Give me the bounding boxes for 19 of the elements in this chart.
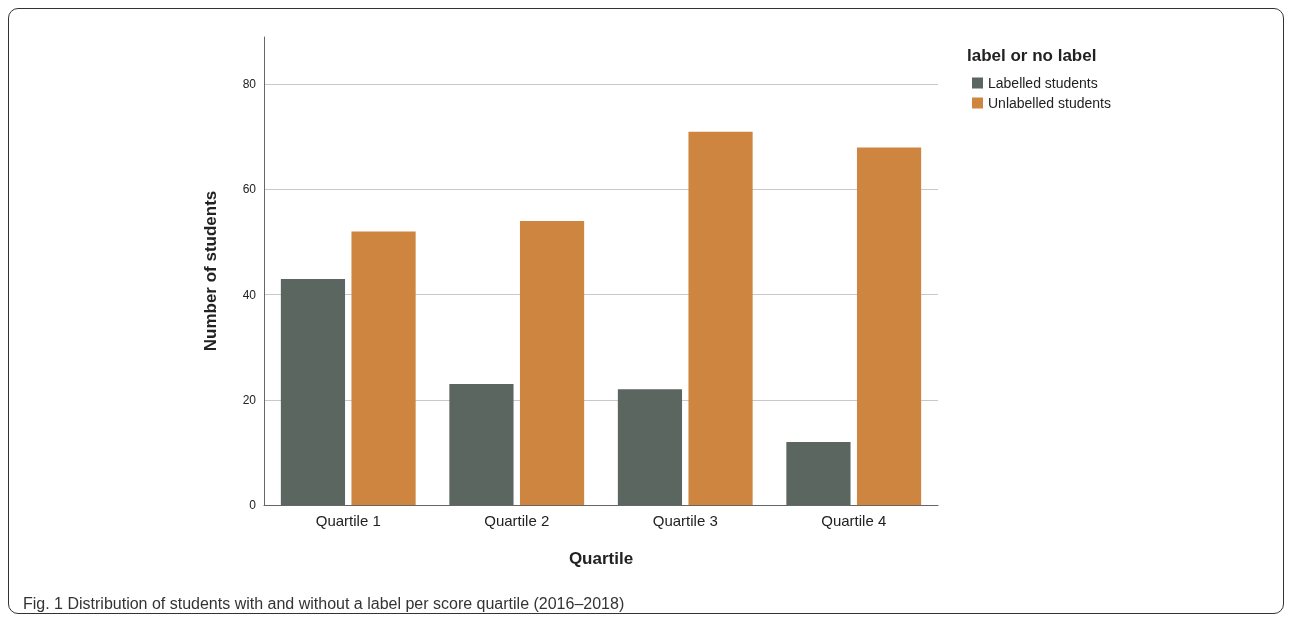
bar — [856, 147, 922, 505]
x-tick-label: Quartile 3 — [652, 512, 718, 529]
y-tick-label: 20 — [242, 392, 257, 407]
y-axis-title: Number of students — [201, 190, 220, 352]
legend-label: Labelled students — [988, 75, 1098, 91]
bar — [519, 221, 585, 505]
y-tick-label: 60 — [242, 182, 257, 197]
bar — [688, 131, 753, 505]
y-tick-label: 0 — [249, 498, 257, 512]
y-tick-label: 80 — [242, 77, 257, 92]
caption: Fig. 1 Distribution of students with and without a label per score quartile (2016–2018) — [23, 594, 625, 612]
x-tick-label: Quartile 1 — [315, 512, 381, 529]
bar — [351, 231, 416, 505]
y-tick-label: 40 — [242, 287, 257, 302]
x-tick-label: Quartile 2 — [484, 512, 550, 529]
x-tick-label: Quartile 4 — [821, 512, 887, 529]
legend-label: Unlabelled students — [988, 95, 1111, 111]
legend-title: label or no label — [967, 46, 1097, 65]
x-axis-title: Quartile — [568, 549, 634, 568]
